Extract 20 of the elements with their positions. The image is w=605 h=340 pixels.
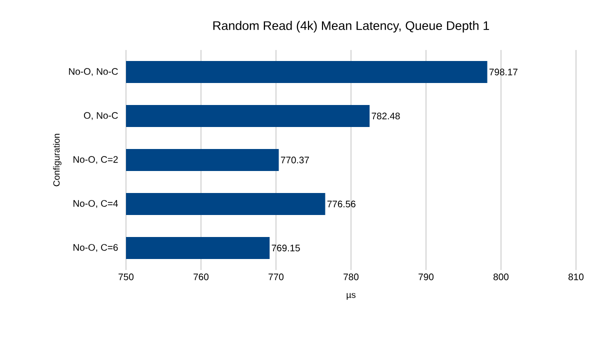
x-tick-label: 790 [418,274,434,280]
x-tick-label: 760 [194,274,209,280]
data-label: 770.37 [280,156,309,164]
x-axis-title: µs [346,293,356,300]
y-tick-label: No-O, C=6 [74,244,118,252]
x-tick-label: 780 [344,274,359,280]
x-tick-label: 800 [494,274,509,280]
y-tick-label: No-O, No-C [69,68,118,76]
data-label: 769.15 [272,244,300,252]
y-tick-label: No-O, C=4 [74,200,118,208]
data-label: 798.17 [489,68,518,76]
x-tick-label: 810 [568,274,584,280]
x-tick-label: 770 [268,274,284,280]
chart-title: Random Read (4k) Mean Latency, Queue Depth 1 [213,20,490,33]
y-tick-label: No-O, C=2 [74,156,118,164]
data-label: 782.48 [372,112,400,120]
y-tick-label: O, No-C [84,112,118,120]
data-label: 776.56 [327,200,356,208]
x-tick-label: 750 [118,274,134,280]
y-axis-title: Configuration [53,134,62,186]
